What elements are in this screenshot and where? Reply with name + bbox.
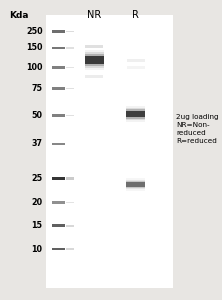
Bar [66,115,74,116]
Text: 150: 150 [26,44,43,52]
Bar [126,178,145,191]
Text: 37: 37 [32,140,43,148]
Bar [85,50,104,70]
Bar [126,181,145,188]
Bar [46,15,172,288]
Bar [52,143,65,145]
Text: 2ug loading
NR=Non-
reduced
R=reduced: 2ug loading NR=Non- reduced R=reduced [176,114,219,144]
Text: NR: NR [87,11,101,20]
Text: 50: 50 [32,111,43,120]
Bar [66,88,74,89]
Bar [85,52,104,68]
Bar [85,54,104,66]
Bar [52,224,65,227]
Bar [66,225,74,226]
Bar [127,58,145,61]
Bar [126,108,145,120]
Text: 25: 25 [32,174,43,183]
Bar [66,47,74,49]
Text: 20: 20 [32,198,43,207]
Text: R: R [132,11,139,20]
Bar [85,56,104,64]
Bar [52,87,65,89]
Text: 75: 75 [32,84,43,93]
Bar [52,177,65,180]
Bar [127,66,145,69]
Bar [126,110,145,118]
Bar [52,202,65,203]
Text: Kda: Kda [9,11,29,20]
Bar [126,182,145,187]
Bar [126,111,145,117]
Bar [66,177,74,180]
Bar [126,106,145,122]
Bar [126,180,145,189]
Bar [85,45,103,48]
Bar [52,30,65,33]
Text: 250: 250 [26,27,43,36]
Bar [66,248,74,250]
Text: 10: 10 [32,244,43,253]
Bar [52,248,65,250]
Bar [52,47,65,49]
Bar [66,67,74,68]
Bar [52,66,65,68]
Bar [52,114,65,117]
Bar [66,31,74,32]
Text: 100: 100 [26,63,43,72]
Text: 15: 15 [32,221,43,230]
Bar [66,202,74,203]
Bar [85,75,103,78]
